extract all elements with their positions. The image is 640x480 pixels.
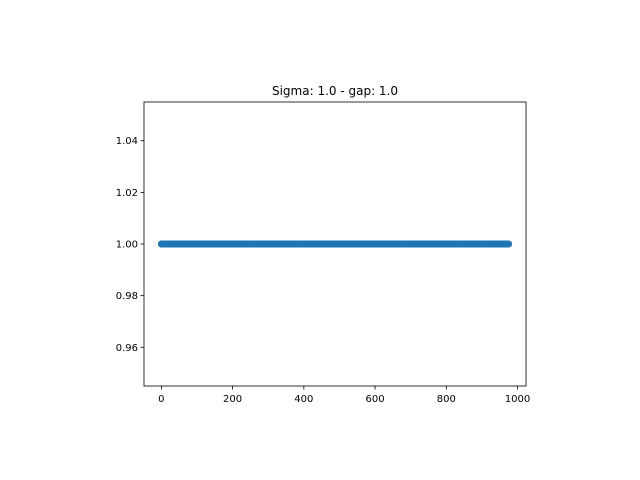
x-tick-label: 1000 (505, 394, 530, 405)
y-tick-label: 0.96 (116, 343, 138, 354)
x-tick-label: 200 (223, 394, 242, 405)
x-tick-label: 600 (366, 394, 385, 405)
y-tick-label: 1.04 (116, 136, 138, 147)
y-tick-label: 1.00 (116, 240, 138, 251)
x-tick-label: 800 (437, 394, 456, 405)
chart-title: Sigma: 1.0 - gap: 1.0 (272, 84, 398, 98)
y-axis: 0.96 0.98 1.00 1.02 1.04 (116, 136, 144, 354)
data-point (505, 240, 513, 248)
x-tick-label: 400 (294, 394, 313, 405)
plot-marks (157, 240, 513, 248)
y-tick-label: 1.02 (116, 188, 138, 199)
plot-frame (143, 101, 527, 387)
y-tick-label: 0.98 (116, 291, 138, 302)
series-0 (157, 240, 513, 248)
x-axis: 0 200 400 600 800 1000 (158, 386, 530, 405)
x-tick-label: 0 (158, 394, 164, 405)
